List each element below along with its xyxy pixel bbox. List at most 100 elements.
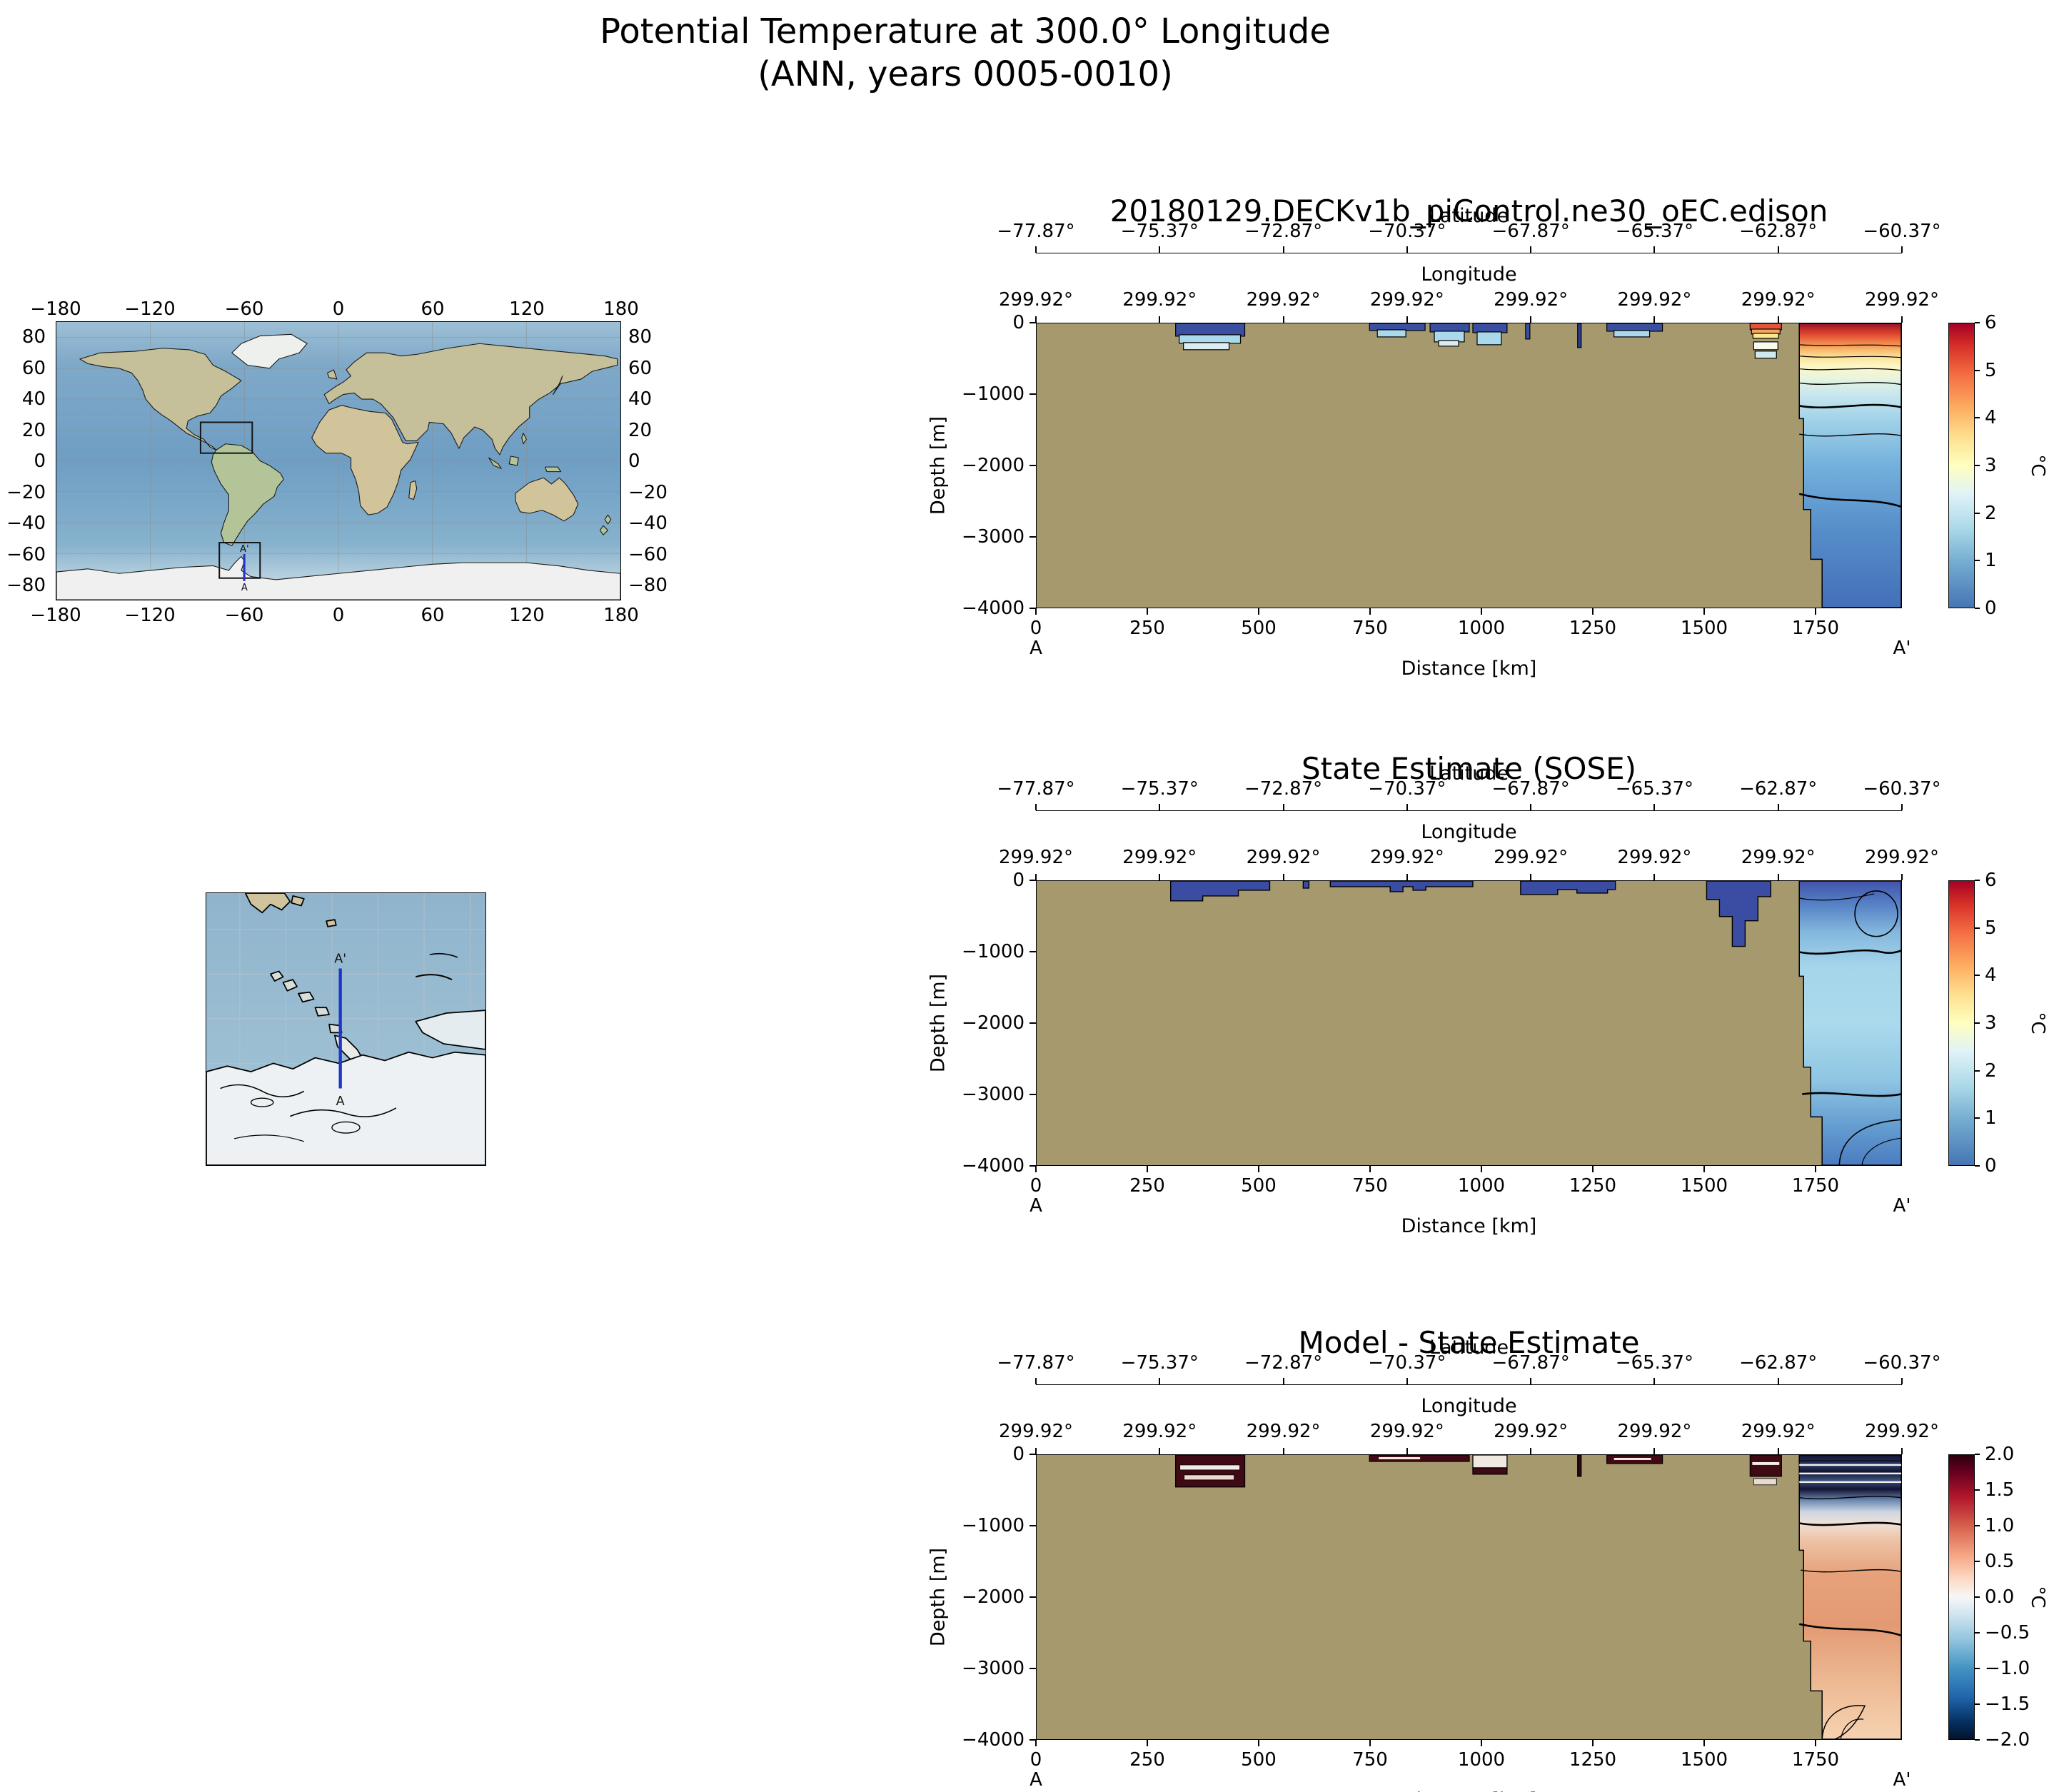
transect-end-label: A' [1893,638,1911,659]
inset-map-plot: A' A [206,892,486,1166]
tick-mark [1282,246,1284,253]
latitude-tick-row: −77.87° −75.37° −72.87° −70.37° −67.87° −65.3… [997,778,1941,810]
title-line1: Potential Temperature at 300.0° Longitud… [600,11,1331,51]
tick-mark [1975,417,1980,419]
distance-axis-label: Distance [km] [1036,1789,1902,1792]
latitude-tick-row: −77.87° −75.37° −72.87° −70.37° −67.87° −65.3… [997,1352,1941,1384]
tick-mark [1530,246,1532,253]
longitude-axis-label: Longitude [1421,263,1517,286]
tick-mark [1035,316,1037,323]
land-mask [1037,323,1901,608]
tick-mark [1159,1448,1161,1454]
tick-mark [1159,316,1161,323]
tick-mark [1530,1378,1532,1384]
longitude-axis-label: Longitude [1421,1395,1517,1417]
surface-patches [1175,323,1782,359]
tick-mark [1901,874,1903,880]
tick-mark [1035,804,1037,810]
tick-mark [1975,1525,1980,1526]
tick-mark [1029,1596,1036,1598]
tick-mark [1901,246,1903,253]
section-plot-sose [1036,880,1902,1166]
tick-mark [1653,874,1656,880]
tick-mark [1975,1739,1980,1741]
tick-mark [1029,1454,1036,1455]
tick-mark [1815,1166,1816,1172]
panel-title: Model - State Estimate [1298,1325,1640,1360]
tick-mark [1406,1378,1408,1384]
transect-start-label: A [1029,638,1042,659]
open-ocean-column [1798,881,1901,1165]
tick-mark [1530,874,1532,880]
tick-mark [1035,1740,1037,1746]
region-box-transect [218,542,261,579]
tick-mark [1777,1378,1779,1384]
tick-mark [1777,246,1779,253]
tick-mark [1530,804,1532,810]
colorbar [1948,1454,1975,1740]
longitude-tick-row: 299.92° 299.92° 299.92° 299.92° 299.92° 299.9… [999,847,1939,880]
title-line2: (ANN, years 0005-0010) [757,54,1173,94]
tick-mark [1975,1164,1980,1167]
contours [1798,1460,1901,1739]
tick-mark [1975,1632,1980,1634]
tick-mark [1530,316,1532,323]
latitude-axis-line [1036,1384,1902,1385]
surface-patches [1169,881,1772,947]
open-ocean-column [1798,323,1901,608]
world-map-lat-ticks-left: 80 60 40 20 0 −20 −40 −60 −80 [6,326,46,596]
tick-mark [1653,1448,1656,1454]
contours [1798,890,1901,1165]
world-map-plot: A' A [56,321,621,600]
tick-mark [1975,1489,1980,1491]
tick-mark [1975,1069,1980,1072]
region-boxes [199,421,261,579]
distance-tick-row: 0 250 500 750 1000 1250 1500 1750 [1030,1166,1839,1197]
tick-mark [1975,369,1980,371]
distance-axis-label: Distance [km] [1401,1215,1537,1237]
tick-mark [1147,1740,1148,1746]
panel-difference: Latitude Model - State Estimate −77.87° −… [927,1325,2054,1792]
tick-mark [1029,322,1036,323]
distance-tick-row: 0 250 500 750 1000 1250 1500 1750 [1030,608,1839,639]
colorbar-unit-label: °C [2027,454,2048,477]
tick-mark [1282,1448,1284,1454]
tick-mark [1975,1561,1980,1562]
latitude-axis-label: Latitude [1429,1337,1509,1359]
inset-land [206,893,485,1165]
tick-mark [1975,975,1980,977]
figure-title: Potential Temperature at 300.0° Longitud… [251,10,1679,96]
tick-mark [1975,1022,1980,1024]
tick-mark [1901,316,1903,323]
tick-mark [1035,874,1037,880]
tick-mark [1258,1740,1259,1746]
tick-mark [1282,316,1284,323]
world-map-lon-ticks-bottom: −180 −120 −60 0 60 120 180 [30,605,639,626]
land-mask [1037,881,1901,1165]
tick-mark [1369,608,1371,615]
tick-mark [1159,804,1161,810]
panel-title: 20180129.DECKv1b_piControl.ne30_oEC.edis… [1109,193,1828,228]
tick-mark [1035,1448,1037,1454]
tick-mark [1258,1166,1259,1172]
tick-mark [1975,1668,1980,1669]
tick-mark [1029,1022,1036,1024]
tick-mark [1592,1740,1594,1746]
latitude-axis-line [1036,810,1902,811]
tick-mark [1035,1166,1037,1172]
inset-map: A' A [206,892,489,1169]
colorbar-unit-label: °C [2027,1012,2048,1035]
depth-tick-col: 0 −1000 −2000 −3000 −4000 [930,1444,1036,1751]
tick-mark [1975,560,1980,562]
tick-mark [1703,1166,1705,1172]
tick-mark [1035,246,1037,253]
tick-mark [1777,804,1779,810]
tick-mark [1258,608,1259,615]
tick-mark [1406,316,1408,323]
tick-mark [1901,1448,1903,1454]
tick-mark [1406,874,1408,880]
tick-mark [1159,874,1161,880]
panel-title: State Estimate (SOSE) [1301,751,1637,786]
